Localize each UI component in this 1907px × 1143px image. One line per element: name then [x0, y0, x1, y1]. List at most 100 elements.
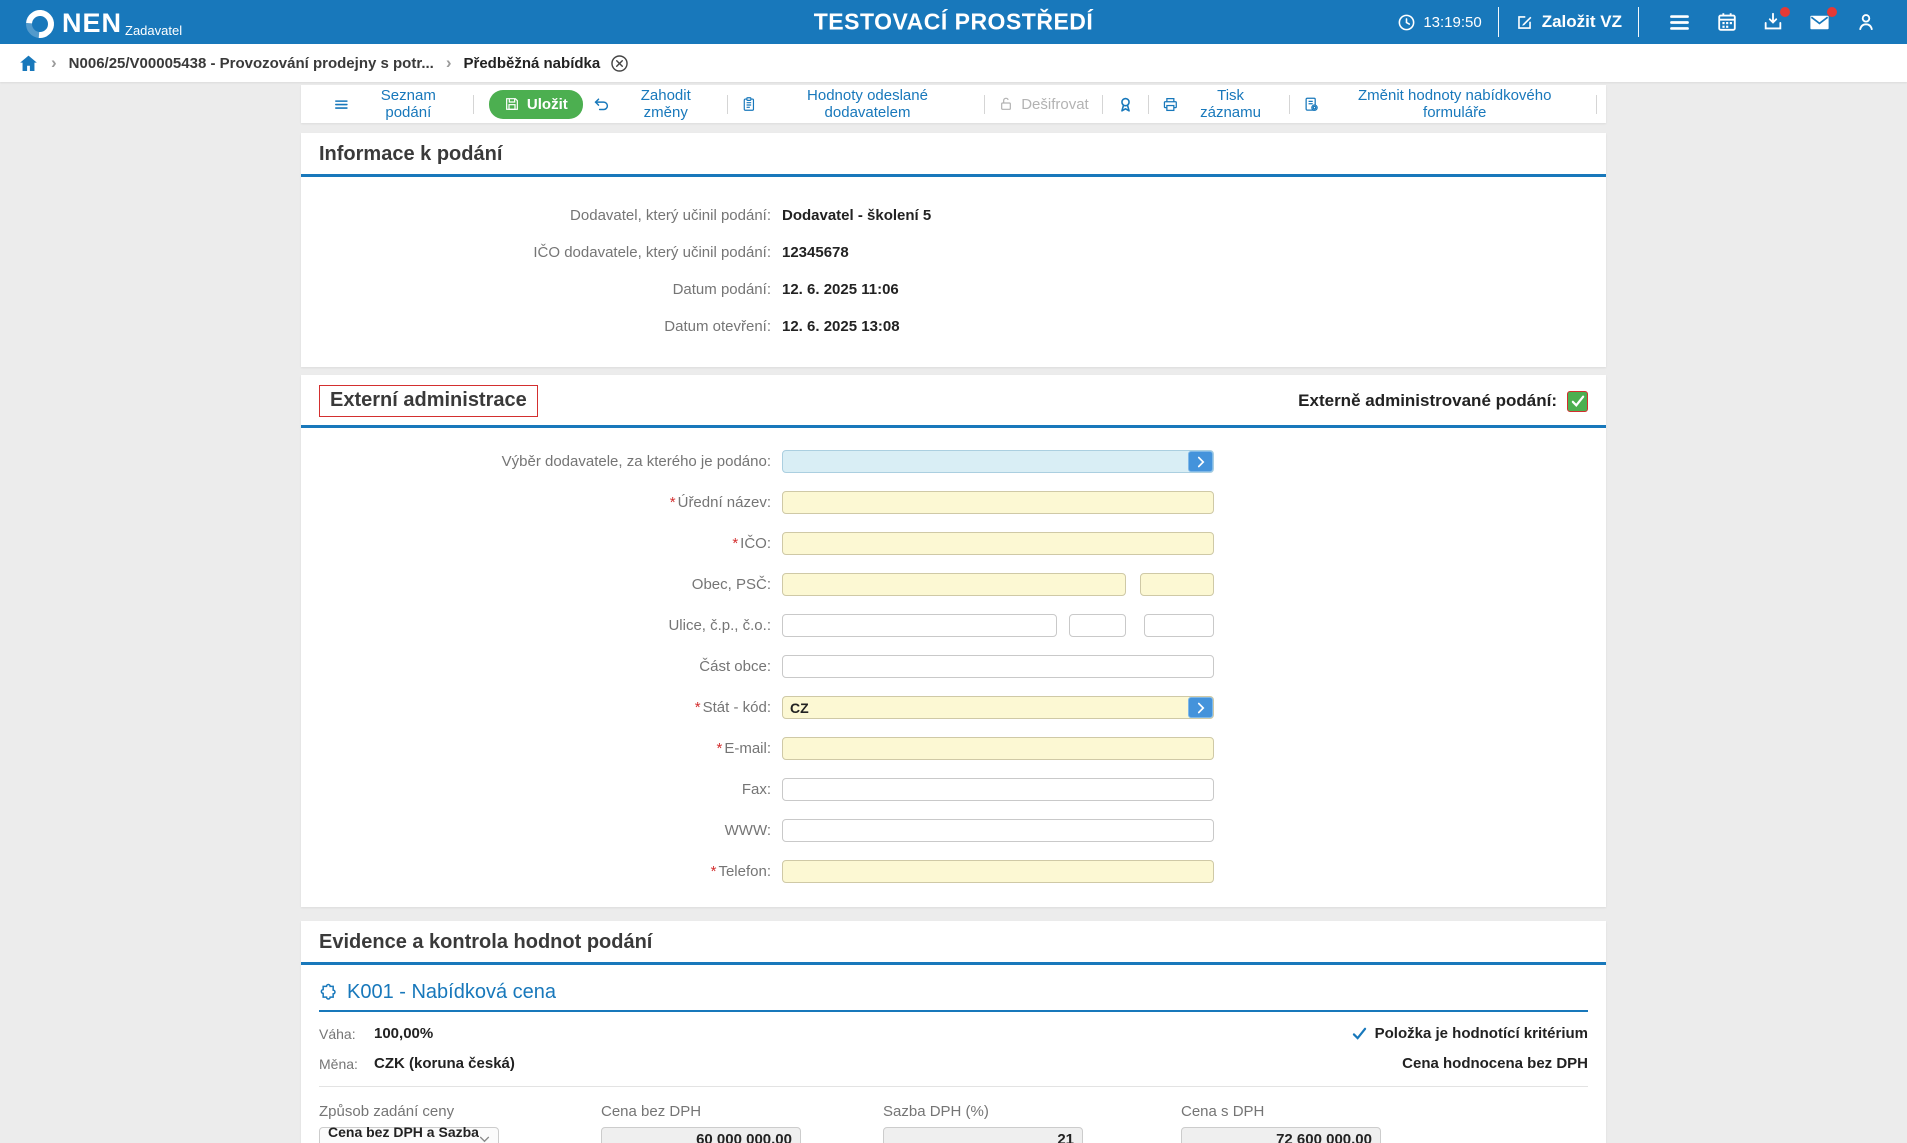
- info-row: Dodavatel, který učinil podání: Dodavate…: [301, 197, 1606, 234]
- form-row: *Úřední název:: [301, 491, 1606, 514]
- home-icon: [18, 53, 39, 74]
- info-row: Datum otevření: 12. 6. 2025 13:08: [301, 308, 1606, 345]
- breadcrumb-project[interactable]: N006/25/V00005438 - Provozování prodejny…: [69, 55, 434, 72]
- field-label: Ulice, č.p., č.o.:: [301, 617, 771, 634]
- weight-value: 100,00%: [374, 1025, 433, 1042]
- chevron-right-icon: ›: [51, 53, 57, 73]
- vat-rate-input[interactable]: [883, 1127, 1083, 1143]
- country-code-input[interactable]: [782, 696, 1214, 719]
- field-label: WWW:: [301, 822, 771, 839]
- weight-label: Váha:: [319, 1026, 374, 1042]
- price-no-vat-column: Cena bez DPH: [601, 1103, 883, 1143]
- checkbox-label: Externě administrované podání:: [1298, 391, 1557, 411]
- main-content: Seznam podání Uložit Zahodit změny Hodno…: [301, 85, 1606, 1143]
- save-button[interactable]: Uložit: [489, 90, 583, 119]
- email-input[interactable]: [782, 737, 1214, 760]
- calendar-button[interactable]: [1716, 11, 1738, 33]
- logo-subtitle: Zadavatel: [125, 23, 182, 38]
- chevron-down-icon: [479, 1136, 490, 1143]
- supplier-lookup-button[interactable]: [1188, 451, 1213, 472]
- profile-button[interactable]: [1855, 11, 1877, 33]
- street-input[interactable]: [782, 614, 1057, 637]
- divider: [1102, 95, 1103, 114]
- section-header: Informace k podání: [301, 133, 1606, 177]
- evaluation-criterion-note: Položka je hodnotící kritérium: [1352, 1025, 1588, 1042]
- form-row: *Stát - kód:: [301, 696, 1606, 719]
- field-value: 12345678: [782, 244, 849, 261]
- form-row: *E-mail:: [301, 737, 1606, 760]
- breadcrumb-current: Předběžná nabídka: [464, 55, 601, 72]
- topbar-actions: 13:19:50 Založit VZ: [1397, 7, 1889, 37]
- city-input[interactable]: [782, 573, 1126, 596]
- zip-input[interactable]: [1140, 573, 1214, 596]
- orientation-number-input[interactable]: [1144, 614, 1214, 637]
- country-lookup-button[interactable]: [1188, 697, 1213, 718]
- city-part-input[interactable]: [782, 655, 1214, 678]
- change-form-values-button[interactable]: Změnit hodnoty nabídkového formuláře: [1299, 87, 1587, 121]
- decrypt-button[interactable]: Dešifrovat: [994, 96, 1093, 113]
- field-label: IČO dodavatele, který učinil podání:: [301, 244, 771, 261]
- field-label: *IČO:: [301, 535, 771, 552]
- print-record-button[interactable]: Tisk záznamu: [1158, 87, 1280, 121]
- seznam-podani-button[interactable]: Seznam podání: [329, 87, 464, 121]
- field-label: *Úřední název:: [301, 494, 771, 511]
- criterion-row: Měna: CZK (koruna česká) Cena hodnocena …: [319, 1055, 1588, 1072]
- unlock-icon: [998, 96, 1014, 112]
- home-button[interactable]: [18, 53, 39, 74]
- externally-administered-checkbox[interactable]: [1567, 391, 1588, 412]
- phone-input[interactable]: [782, 860, 1214, 883]
- divider: [473, 95, 474, 114]
- external-administration-section: Externí administrace Externě administrov…: [301, 375, 1606, 907]
- downloads-button[interactable]: [1762, 11, 1784, 33]
- submission-info-section: Informace k podání Dodavatel, který učin…: [301, 133, 1606, 367]
- form-row: Část obce:: [301, 655, 1606, 678]
- check-icon: [1352, 1027, 1367, 1040]
- price-no-vat-input[interactable]: [601, 1127, 801, 1143]
- field-label: Část obce:: [301, 658, 771, 675]
- form-row: *IČO:: [301, 532, 1606, 555]
- form-row: *Telefon:: [301, 860, 1606, 883]
- nen-logo-icon: [20, 4, 59, 43]
- form-row: Fax:: [301, 778, 1606, 801]
- create-vz-button[interactable]: Založit VZ: [1515, 12, 1622, 32]
- close-circle-icon: [610, 54, 629, 73]
- menu-button[interactable]: [1667, 10, 1692, 35]
- discard-changes-button[interactable]: Zahodit změny: [589, 87, 718, 121]
- price-with-vat-label: Cena s DPH: [1181, 1103, 1588, 1120]
- info-row: Datum podání: 12. 6. 2025 11:06: [301, 271, 1606, 308]
- edit-icon: [1515, 13, 1534, 32]
- messages-button[interactable]: [1808, 11, 1831, 34]
- divider: [1148, 95, 1149, 114]
- field-value: 12. 6. 2025 11:06: [782, 281, 899, 298]
- price-mode-label: Způsob zadání ceny: [319, 1103, 601, 1120]
- award-button[interactable]: [1112, 95, 1139, 114]
- supplier-form: Výběr dodavatele, za kterého je podáno: …: [301, 428, 1606, 883]
- field-label: Dodavatel, který učinil podání:: [301, 207, 771, 224]
- document-gear-icon: [1303, 96, 1320, 113]
- print-record-label: Tisk záznamu: [1185, 87, 1275, 121]
- section-header: Evidence a kontrola hodnot podání: [301, 921, 1606, 965]
- floppy-icon: [504, 96, 520, 112]
- section-title: Evidence a kontrola hodnot podání: [319, 931, 652, 954]
- clipboard-icon: [741, 96, 757, 112]
- www-input[interactable]: [782, 819, 1214, 842]
- supplier-values-button[interactable]: Hodnoty odeslané dodavatelem: [737, 87, 975, 121]
- criterion-k001-header[interactable]: K001 - Nabídková cena: [319, 981, 1588, 1012]
- house-number-input[interactable]: [1069, 614, 1126, 637]
- required-mark: *: [670, 494, 676, 511]
- criterion-k001-block: K001 - Nabídková cena Váha: 100,00% Polo…: [301, 981, 1606, 1087]
- vat-rate-label: Sazba DPH (%): [883, 1103, 1181, 1120]
- price-entry-mode-select[interactable]: Cena bez DPH a Sazba DPH: [319, 1127, 499, 1143]
- divider: [1289, 95, 1290, 114]
- top-bar: NEN Zadavatel TESTOVACÍ PROSTŘEDÍ 13:19:…: [0, 0, 1907, 44]
- change-form-values-label: Změnit hodnoty nabídkového formuláře: [1326, 87, 1583, 121]
- ico-input[interactable]: [782, 532, 1214, 555]
- list-icon: [333, 96, 350, 113]
- close-tab-button[interactable]: [610, 54, 629, 73]
- official-name-input[interactable]: [782, 491, 1214, 514]
- vat-rate-column: Sazba DPH (%): [883, 1103, 1181, 1143]
- fax-input[interactable]: [782, 778, 1214, 801]
- nen-logo[interactable]: NEN Zadavatel: [26, 5, 182, 39]
- supplier-select-input[interactable]: [782, 450, 1214, 473]
- price-with-vat-input[interactable]: [1181, 1127, 1381, 1143]
